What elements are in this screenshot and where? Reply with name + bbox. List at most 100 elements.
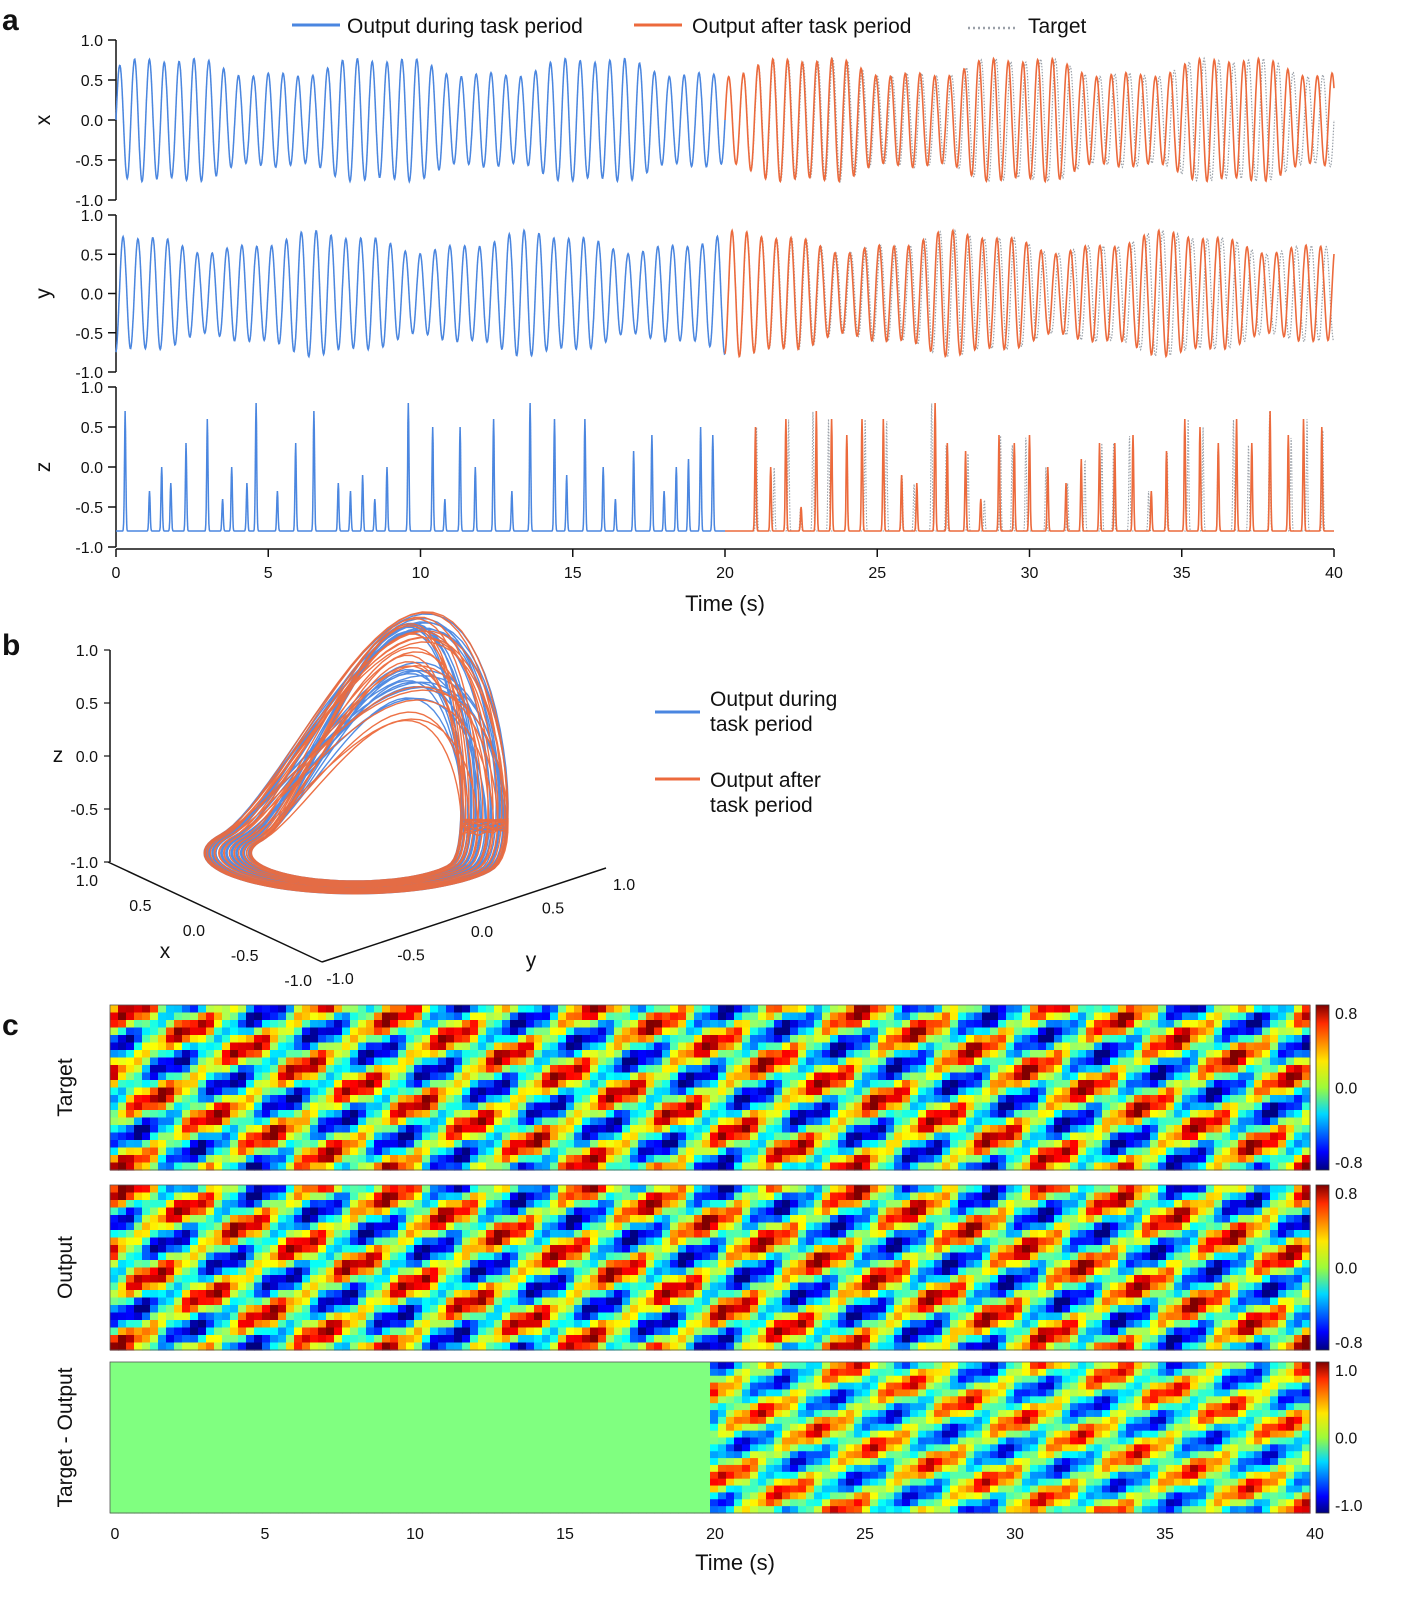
heatmap-cell [350, 1020, 359, 1029]
heatmap-cell [278, 1035, 287, 1044]
heatmap-cell [302, 1320, 311, 1329]
heatmap-cell [382, 1080, 391, 1089]
heatmap-cell [398, 1207, 407, 1216]
heatmap-cell [798, 1005, 807, 1014]
heatmap-cell [934, 1057, 943, 1066]
heatmap-cell [422, 1110, 431, 1119]
heatmap-cell [1006, 1027, 1015, 1036]
heatmap-cell [366, 1065, 375, 1074]
heatmap-cell [190, 1125, 199, 1134]
heatmap-cell [1174, 1125, 1183, 1134]
heatmap-cell [1286, 1050, 1295, 1059]
heatmap-cell [230, 1237, 239, 1246]
heatmap-cell [1022, 1065, 1031, 1074]
heatmap-cell [878, 1027, 887, 1036]
heatmap-cell [1014, 1140, 1023, 1149]
heatmap-cell [878, 1057, 887, 1066]
heatmap-cell [350, 1312, 359, 1321]
heatmap-cell [694, 1050, 703, 1059]
heatmap-cell [1246, 1035, 1255, 1044]
heatmap-cell [990, 1042, 999, 1051]
heatmap-cell [1190, 1027, 1199, 1036]
heatmap-cell [198, 1297, 207, 1306]
heatmap-cell [1206, 1125, 1215, 1134]
heatmap-cell [1022, 1095, 1031, 1104]
heatmap-cell [142, 1215, 151, 1224]
heatmap-cell [166, 1132, 175, 1141]
heatmap-cell [974, 1050, 983, 1059]
heatmap-cell [350, 1290, 359, 1299]
heatmap-cell [774, 1012, 783, 1021]
heatmap-cell [918, 1155, 927, 1164]
heatmap-cell [230, 1117, 239, 1126]
heatmap-cell [294, 1080, 303, 1089]
heatmap-cell [462, 1230, 471, 1239]
heatmap-cell [382, 1282, 391, 1291]
heatmap-cell [1006, 1132, 1015, 1141]
heatmap-cell [790, 1050, 799, 1059]
heatmap-cell [814, 1102, 823, 1111]
heatmap-cell [126, 1290, 135, 1299]
heatmap-cell [846, 1027, 855, 1036]
heatmap-cell [502, 1267, 511, 1276]
heatmap-cell [1126, 1117, 1135, 1126]
heatmap-cell [214, 1237, 223, 1246]
heatmap-cell [358, 1290, 367, 1299]
heatmap-cell [302, 1267, 311, 1276]
heatmap-cell [782, 1057, 791, 1066]
heatmap-cell [486, 1095, 495, 1104]
heatmap-cell [150, 1290, 159, 1299]
heatmap-cell [998, 1147, 1007, 1156]
heatmap-cell [214, 1297, 223, 1306]
heatmap-cell [1014, 1087, 1023, 1096]
heatmap-cell [1046, 1087, 1055, 1096]
heatmap-cell [262, 1297, 271, 1306]
heatmap-cell [710, 1035, 719, 1044]
heatmap-cell [158, 1027, 167, 1036]
heatmap-cell [454, 1282, 463, 1291]
heatmap-cell [766, 1132, 775, 1141]
heatmap-cell [598, 1072, 607, 1081]
heatmap-cell [590, 1162, 599, 1171]
heatmap-cell [630, 1095, 639, 1104]
heatmap-cell [942, 1042, 951, 1051]
heatmap-cell [478, 1192, 487, 1201]
heatmap-cell [406, 1162, 415, 1171]
heatmap-cell [318, 1185, 327, 1194]
heatmap-cell [174, 1042, 183, 1051]
heatmap-cell [110, 1245, 119, 1254]
heatmap-cell [606, 1290, 615, 1299]
heatmap-cell [238, 1192, 247, 1201]
heatmap-cell [662, 1005, 671, 1014]
heatmap-cell [998, 1095, 1007, 1104]
heatmap-cell [614, 1260, 623, 1269]
heatmap-cell [318, 1252, 327, 1261]
heatmap-cell [222, 1185, 231, 1194]
heatmap-cell [678, 1110, 687, 1119]
heatmap-cell [318, 1290, 327, 1299]
heatmap-cell [398, 1290, 407, 1299]
heatmap-cell [494, 1057, 503, 1066]
heatmap-cell [1142, 1072, 1151, 1081]
heatmap-cell [646, 1035, 655, 1044]
heatmap-cell [1230, 1065, 1239, 1074]
heatmap-cell [662, 1147, 671, 1156]
heatmap-cell [1030, 1050, 1039, 1059]
heatmap-cell [1078, 1042, 1087, 1051]
heatmap-cell [238, 1117, 247, 1126]
heatmap-cell [550, 1117, 559, 1126]
heatmap-cell [246, 1185, 255, 1194]
heatmap-cell [646, 1185, 655, 1194]
heatmap-cell [670, 1042, 679, 1051]
heatmap-cell [1110, 1147, 1119, 1156]
heatmap-cell [270, 1155, 279, 1164]
heatmap-cell [718, 1012, 727, 1021]
heatmap-cell [550, 1215, 559, 1224]
heatmap-cell [198, 1200, 207, 1209]
heatmap-cell [166, 1312, 175, 1321]
heatmap-cell [694, 1110, 703, 1119]
heatmap-cell [918, 1005, 927, 1014]
heatmap-cell [334, 1320, 343, 1329]
heatmap-cell [158, 1162, 167, 1171]
heatmap-cell [182, 1050, 191, 1059]
